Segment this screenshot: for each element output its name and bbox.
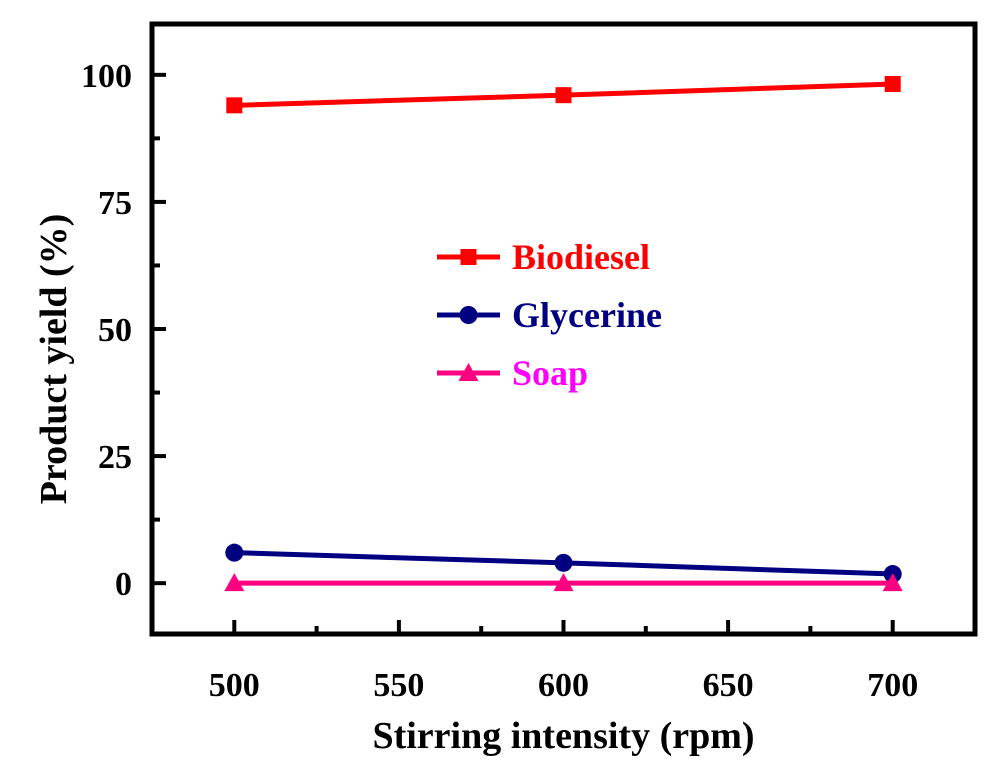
biodiesel-point <box>226 97 243 114</box>
legend-label-soap: Soap <box>512 353 588 393</box>
legend-swatch-marker <box>459 306 478 324</box>
x-tick-label: 650 <box>703 667 754 704</box>
soap-series <box>224 573 903 592</box>
y-tick-label: 0 <box>115 566 132 603</box>
glycerine-point <box>554 553 573 572</box>
glycerine-series <box>225 543 902 584</box>
soap-point <box>882 573 903 592</box>
x-axis-title: Stirring intensity (rpm) <box>372 715 754 757</box>
y-tick-label: 75 <box>98 185 132 222</box>
x-tick-label: 550 <box>373 667 424 704</box>
x-tick-label: 700 <box>867 667 918 704</box>
biodiesel-point <box>884 75 901 92</box>
legend-item-biodiesel: Biodiesel <box>437 237 650 277</box>
x-tick-label: 600 <box>538 667 589 704</box>
y-tick-label: 50 <box>98 312 132 349</box>
legend-swatch-marker <box>458 363 479 381</box>
y-tick-label: 100 <box>81 58 132 95</box>
biodiesel-point <box>555 87 572 104</box>
legend-label-biodiesel: Biodiesel <box>512 237 650 277</box>
x-tick-label: 500 <box>209 667 260 704</box>
legend-label-glycerine: Glycerine <box>512 295 662 335</box>
y-tick-label: 25 <box>98 439 132 476</box>
legend-swatch-marker <box>460 249 477 265</box>
soap-point <box>224 573 245 592</box>
soap-point <box>553 573 574 592</box>
legend: Biodiesel Glycerine Soap <box>437 237 662 393</box>
legend-item-glycerine: Glycerine <box>437 295 662 335</box>
plot-frame <box>149 21 978 637</box>
tick-labels: 500 550 600 650 700 0 25 50 75 100 <box>81 58 918 704</box>
legend-item-soap: Soap <box>437 353 588 393</box>
series-layer <box>224 75 903 592</box>
glycerine-point <box>225 543 244 562</box>
y-axis-title: Product yield (%) <box>33 214 75 505</box>
biodiesel-series <box>226 75 901 114</box>
